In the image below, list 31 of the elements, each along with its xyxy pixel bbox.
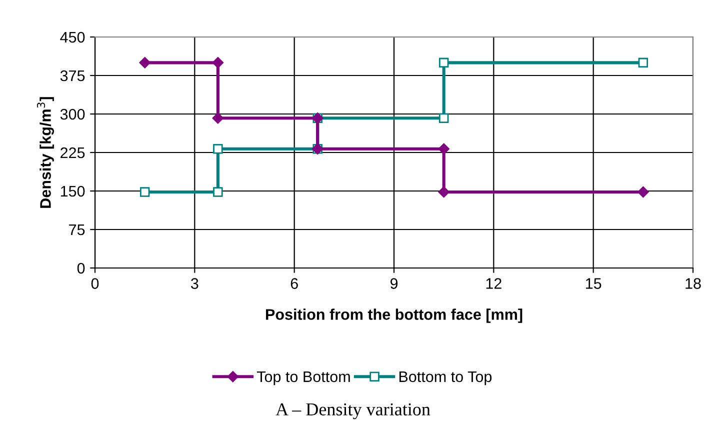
point: [212, 57, 224, 68]
x-tick-label: 15: [586, 278, 602, 289]
y-tick-label: 150: [60, 186, 85, 197]
y-axis-title: Density [kg/m$^{3}$]: [36, 97, 54, 208]
x-tick-label: 0: [91, 278, 99, 289]
x-axis-title: Position from the bottom face [mm]: [266, 308, 522, 323]
text: A – Density variation: [276, 403, 430, 420]
point: [438, 113, 449, 123]
y-tick-label: 0: [77, 262, 85, 274]
point: [140, 187, 150, 197]
x-tick-label: 18: [686, 278, 701, 289]
y-tick-label: 300: [60, 108, 85, 120]
point: [438, 186, 450, 198]
x-tick-label: 3: [191, 278, 198, 289]
legend-label: Top to Bottom: [256, 371, 350, 386]
x-tick-label: 12: [486, 278, 502, 289]
legend-label: Bottom to Top: [399, 371, 492, 386]
y-tick-label: 225: [60, 147, 85, 158]
y-tick-label: 450: [60, 32, 85, 43]
point: [438, 58, 449, 68]
point: [213, 187, 223, 197]
point: [213, 144, 223, 154]
y-tick-label: 75: [69, 224, 85, 236]
point: [212, 112, 224, 124]
point: [638, 58, 648, 68]
y-tick-label: 375: [60, 70, 85, 82]
point: [139, 57, 150, 68]
point: [438, 143, 450, 155]
x-tick-label: 9: [390, 278, 398, 289]
x-tick-label: 6: [290, 278, 298, 289]
point: [638, 186, 649, 198]
